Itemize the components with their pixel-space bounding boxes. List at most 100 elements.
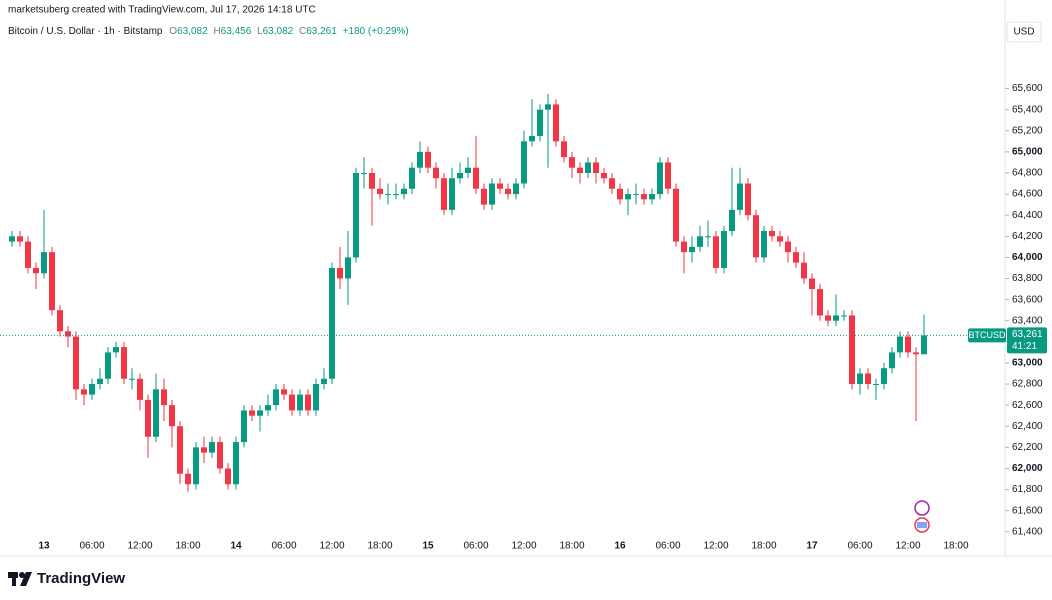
candle-body xyxy=(465,167,471,173)
x-tick-label: 06:00 xyxy=(79,541,104,552)
x-tick-label: 18:00 xyxy=(751,541,776,552)
candle-body xyxy=(153,389,159,437)
candle-body xyxy=(609,178,615,189)
candle-body xyxy=(521,141,527,184)
x-tick-label: 15 xyxy=(422,541,434,552)
y-tick-label: 64,000 xyxy=(1012,252,1043,263)
candle-body xyxy=(601,172,607,179)
x-tick-label: 14 xyxy=(230,541,242,552)
y-tick-label: 63,600 xyxy=(1012,294,1043,305)
countdown: 41:21 xyxy=(1012,341,1037,352)
candle-body xyxy=(305,394,311,411)
price-tag xyxy=(1007,327,1047,354)
candle-body xyxy=(377,188,383,195)
credit: marketsuberg created with TradingView.co… xyxy=(8,5,316,16)
candle-body xyxy=(825,315,831,321)
candle-body xyxy=(257,410,263,416)
y-tick-label: 62,200 xyxy=(1012,442,1043,453)
candle-body xyxy=(905,336,911,353)
candle-body xyxy=(769,231,775,237)
candle-body xyxy=(457,172,463,179)
candle-body xyxy=(321,378,327,385)
candle-body xyxy=(73,336,79,390)
candle-body xyxy=(33,267,39,274)
event-icons xyxy=(914,500,930,533)
x-tick-label: 18:00 xyxy=(175,541,200,552)
brand: TradingView xyxy=(37,570,125,587)
candle-body xyxy=(721,231,727,268)
candle-body xyxy=(97,378,103,385)
candle-body xyxy=(329,267,335,379)
candle-body xyxy=(705,236,711,238)
ohlc-key: H xyxy=(213,26,220,37)
candle-body xyxy=(713,236,719,268)
x-tick-label: 18:00 xyxy=(943,541,968,552)
candle-body xyxy=(841,315,847,317)
candle-body xyxy=(89,384,95,395)
candle-body xyxy=(81,389,87,395)
candle-body xyxy=(745,183,751,216)
candle-body xyxy=(833,315,839,321)
candle-body xyxy=(777,236,783,242)
candle-body xyxy=(249,410,255,416)
x-tick-label: 12:00 xyxy=(319,541,344,552)
ohlc-key: L xyxy=(257,26,263,37)
logo-mark xyxy=(19,572,25,578)
last-price-label: 63,261 xyxy=(1012,329,1043,340)
candle-body xyxy=(177,426,183,474)
event-icon[interactable] xyxy=(914,500,930,516)
candle-body xyxy=(881,368,887,385)
x-tick-label: 12:00 xyxy=(895,541,920,552)
candle-body xyxy=(593,162,599,173)
x-tick-label: 12:00 xyxy=(703,541,728,552)
logo-mark xyxy=(20,572,32,586)
candle-body xyxy=(529,136,535,142)
candle-body xyxy=(697,236,703,247)
candle-body xyxy=(425,151,431,168)
candle-body xyxy=(289,394,295,411)
candle-body xyxy=(641,194,647,200)
candle-body xyxy=(113,347,119,353)
x-tick-label: 13 xyxy=(38,541,50,552)
candle-body xyxy=(401,188,407,195)
symbol: Bitcoin / U.S. Dollar · 1h · Bitstamp xyxy=(8,26,163,37)
candle-body xyxy=(241,410,247,443)
y-tick-label: 62,400 xyxy=(1012,421,1043,432)
y-tick-label: 63,400 xyxy=(1012,315,1043,326)
candle-body xyxy=(857,373,863,385)
symbol-label: BTCUSD xyxy=(968,330,1006,340)
candle-body xyxy=(449,178,455,210)
candle-body xyxy=(561,141,567,158)
candle-body xyxy=(673,188,679,242)
candle-body xyxy=(473,167,479,189)
candle-body xyxy=(817,289,823,316)
footer-logo: TradingView xyxy=(8,570,125,587)
ohlc-value: 63,456 xyxy=(221,26,252,37)
candle-body xyxy=(433,167,439,179)
candle-body xyxy=(865,373,871,385)
currency-box[interactable] xyxy=(1006,21,1042,43)
candle-body xyxy=(577,167,583,173)
ohlc-key: O xyxy=(169,26,177,37)
candle-body xyxy=(201,447,207,453)
x-tick-label: 16 xyxy=(614,541,626,552)
candle-body xyxy=(497,183,503,189)
y-tick-label: 62,800 xyxy=(1012,379,1043,390)
candle-body xyxy=(729,209,735,232)
candle-body xyxy=(801,262,807,279)
candle-body xyxy=(281,389,287,395)
candle-body xyxy=(9,236,15,242)
candle-body xyxy=(537,109,543,137)
candle-body xyxy=(169,405,175,427)
y-tick-label: 65,000 xyxy=(1012,147,1043,158)
candle-body xyxy=(409,167,415,189)
candle-body xyxy=(649,194,655,200)
y-tick-label: 63,000 xyxy=(1012,358,1043,369)
candle-body xyxy=(657,162,663,195)
candle-body xyxy=(57,310,63,332)
candle-body xyxy=(385,194,391,196)
candle-body xyxy=(849,315,855,385)
currency: USD xyxy=(1013,27,1034,38)
plot xyxy=(9,93,927,492)
